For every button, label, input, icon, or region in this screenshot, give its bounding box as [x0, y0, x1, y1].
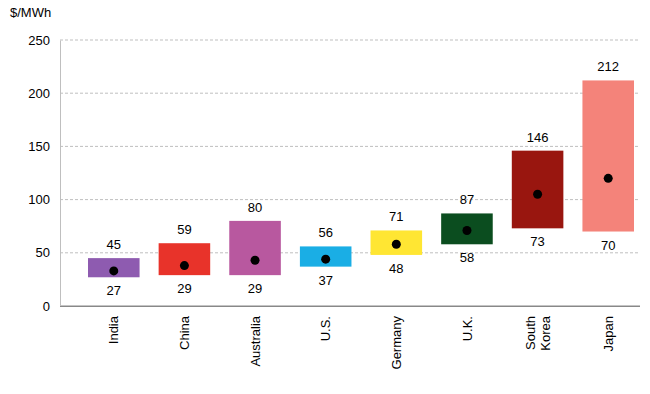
range-bar — [229, 221, 281, 275]
data-label: 48 — [389, 261, 403, 276]
data-label: 70 — [601, 238, 615, 253]
data-label: 73 — [530, 234, 544, 249]
grid-line — [60, 93, 640, 94]
x-tick-label: India — [106, 315, 121, 344]
midpoint-marker — [604, 174, 613, 183]
grid-line — [60, 306, 640, 307]
midpoint-marker — [321, 255, 330, 264]
x-tick: U.K. — [460, 306, 475, 341]
x-tick-label: China — [177, 315, 192, 350]
data-label: 45 — [107, 237, 121, 252]
range-bar — [159, 243, 211, 275]
midpoint-marker — [533, 190, 542, 199]
range-bar — [88, 258, 140, 277]
y-tick: 0 — [43, 299, 60, 314]
x-tick-label: U.S. — [318, 316, 333, 341]
y-tick: 50 — [36, 245, 60, 260]
data-label: 37 — [318, 273, 332, 288]
x-tick-label: Germany — [389, 316, 404, 370]
midpoint-marker — [251, 256, 260, 265]
data-label: 56 — [318, 225, 332, 240]
midpoint-marker — [180, 261, 189, 270]
x-tick: Australia — [248, 306, 263, 367]
x-tick-label: U.K. — [460, 316, 475, 341]
y-tick: 100 — [28, 192, 60, 207]
data-label: 29 — [177, 281, 191, 296]
grid-line — [60, 40, 640, 41]
grid — [60, 40, 640, 306]
x-tick: China — [177, 306, 192, 350]
y-tick-label: 50 — [36, 245, 50, 260]
x-tick: Japan — [601, 306, 616, 351]
y-tick-label: 200 — [28, 86, 50, 101]
y-axis-line — [60, 41, 61, 307]
data-label: 87 — [460, 192, 474, 207]
range-bar — [300, 246, 352, 266]
range-bar — [582, 80, 634, 231]
x-tick: Germany — [389, 306, 404, 369]
x-tick: SouthKorea — [523, 306, 553, 351]
y-tick-label: 150 — [28, 139, 50, 154]
grid-line — [60, 146, 640, 147]
data-label: 80 — [248, 200, 262, 215]
x-tick: U.S. — [318, 306, 333, 341]
data-label: 29 — [248, 281, 262, 296]
data-labels: 45 59 80 56 71 87 146 212 27 29 29 37 48 58 73 70 — [107, 59, 620, 298]
data-label: 27 — [107, 283, 121, 298]
data-label: 59 — [177, 222, 191, 237]
x-tick: India — [106, 306, 121, 344]
range-bar — [441, 213, 493, 244]
range-bar — [371, 230, 423, 254]
chart: 0 50 100 150 200 250 $/MWh India China Australia U… — [0, 0, 650, 394]
midpoint-marker — [109, 266, 118, 275]
y-tick-label: 100 — [28, 192, 50, 207]
y-tick: 250 — [28, 33, 60, 48]
x-tick-label: Australia — [248, 315, 263, 366]
data-label: 58 — [460, 250, 474, 265]
data-label: 71 — [389, 209, 403, 224]
x-tick-label: Japan — [601, 316, 616, 351]
y-tick-label: 250 — [28, 33, 50, 48]
y-tick-label: 0 — [43, 299, 50, 314]
midpoint-marker — [462, 226, 471, 235]
x-axis: India China Australia U.S. Germany U.K. SouthK… — [60, 306, 640, 369]
y-tick: 150 — [28, 139, 60, 154]
y-axis: 0 50 100 150 200 250 — [28, 33, 60, 314]
marks — [88, 80, 634, 277]
data-label: 146 — [527, 130, 549, 145]
y-tick: 200 — [28, 86, 60, 101]
data-label: 212 — [597, 59, 619, 74]
x-tick-label: SouthKorea — [523, 315, 553, 350]
x-axis-line — [60, 306, 640, 307]
midpoint-marker — [392, 240, 401, 249]
range-bar — [512, 151, 564, 229]
y-axis-title: $/MWh — [10, 5, 51, 20]
